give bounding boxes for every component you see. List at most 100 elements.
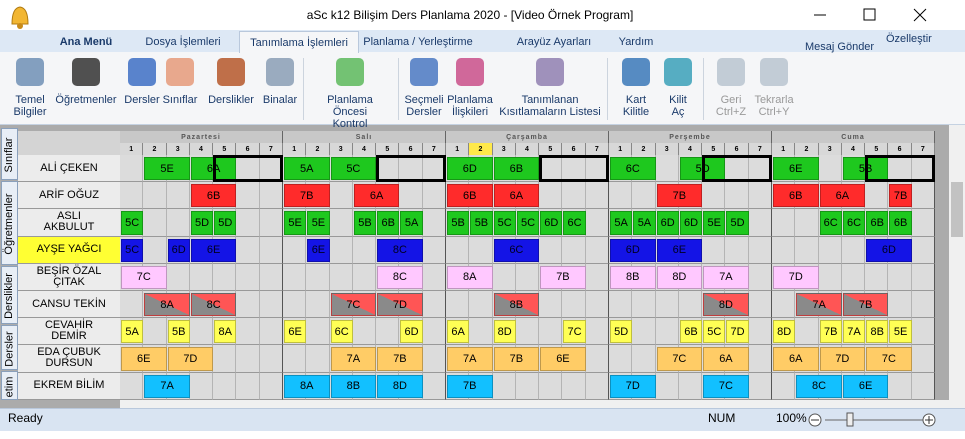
lesson-card[interactable]: 7B — [447, 374, 493, 398]
lesson-card[interactable]: 7C — [563, 320, 586, 344]
ribbon-button[interactable]: Seçmeli Dersler — [393, 56, 455, 122]
lesson-card[interactable]: 6A — [447, 320, 470, 344]
teacher-name[interactable]: EDA ÇUBUK DURSUN — [18, 345, 120, 373]
lesson-card[interactable]: 6E — [307, 238, 330, 262]
side-tab[interactable]: Dersler — [1, 325, 18, 370]
lesson-card[interactable]: 8B — [493, 293, 540, 317]
menu-tab[interactable]: Ana Menü — [59, 36, 113, 48]
lesson-card[interactable]: 8C — [796, 374, 842, 398]
lesson-card[interactable]: 6D — [610, 238, 656, 262]
lesson-card[interactable]: 7B — [377, 347, 423, 371]
lesson-card[interactable]: 6B — [889, 211, 912, 235]
lesson-card[interactable]: 6D — [447, 157, 493, 181]
zoom-slider[interactable] — [805, 409, 940, 431]
ribbon-button[interactable]: Derslikler — [200, 56, 262, 122]
lesson-card[interactable]: 5C — [493, 211, 516, 235]
lesson-card[interactable]: 6D — [656, 211, 679, 235]
lesson-card[interactable]: 6E — [773, 157, 819, 181]
lesson-card[interactable]: 5C — [703, 320, 726, 344]
lesson-card[interactable]: 6E — [121, 347, 167, 371]
lesson-card[interactable]: 5B — [353, 211, 377, 235]
side-tab[interactable]: Derslikler — [1, 266, 18, 324]
ribbon-button[interactable]: Planlama İlişkileri — [439, 56, 501, 122]
lesson-card[interactable]: 7A — [796, 293, 842, 317]
lesson-card[interactable]: 7B — [540, 265, 586, 289]
ribbon-button[interactable]: Dersler — [111, 56, 173, 122]
lesson-card[interactable]: 6C — [330, 320, 353, 344]
teacher-name[interactable]: ALİ ÇEKEN — [18, 155, 120, 183]
lesson-card[interactable]: 6C — [842, 211, 866, 235]
lesson-card[interactable]: 8D — [703, 293, 749, 317]
lesson-card[interactable]: 5D — [726, 211, 749, 235]
lesson-card[interactable]: 6E — [284, 320, 307, 344]
ribbon-button[interactable]: Sınıflar — [149, 56, 211, 122]
lesson-card[interactable]: 5E — [889, 320, 912, 344]
teacher-name[interactable]: CEVAHİR DEMİR — [18, 318, 120, 346]
lesson-card[interactable]: 6B — [493, 157, 540, 181]
lesson-card[interactable]: 7C — [121, 265, 167, 289]
lesson-card[interactable]: 7D — [819, 347, 866, 371]
lesson-card[interactable]: 8A — [447, 265, 493, 289]
menu-tab[interactable]: Arayüz Ayarları — [516, 36, 592, 48]
lesson-card[interactable]: 5E — [144, 157, 190, 181]
lesson-card[interactable]: 6A — [493, 184, 540, 208]
lesson-card[interactable]: 8D — [773, 320, 796, 344]
lesson-card[interactable]: 7D — [773, 265, 819, 289]
lesson-card[interactable]: 7D — [610, 374, 656, 398]
lesson-card[interactable]: 6A — [773, 347, 819, 371]
lesson-card[interactable]: 6A — [353, 184, 400, 208]
vertical-scrollbar[interactable] — [949, 125, 965, 408]
ribbon-button[interactable]: Kart Kilitle — [605, 56, 667, 122]
lesson-card[interactable]: 5D — [610, 320, 633, 344]
horizontal-scrollbar[interactable] — [120, 400, 949, 408]
lesson-card[interactable]: 5A — [284, 157, 330, 181]
lesson-card[interactable]: 5E — [284, 211, 307, 235]
teacher-name[interactable]: EKREM BİLİM — [18, 372, 120, 400]
scroll-thumb[interactable] — [951, 182, 963, 237]
ribbon-button[interactable]: Temel Bilgiler — [0, 56, 61, 122]
customize-button[interactable]: Özelleştir — [886, 33, 932, 45]
lesson-card[interactable]: 7C — [866, 347, 912, 371]
lesson-card[interactable]: 6C — [819, 211, 842, 235]
lesson-card[interactable]: 8B — [866, 320, 889, 344]
teacher-name[interactable]: ASLI AKBULUT — [18, 209, 120, 237]
lesson-card[interactable]: 5C — [121, 238, 144, 262]
lesson-card[interactable]: 7B — [842, 293, 889, 317]
lesson-card[interactable]: 5C — [121, 211, 144, 235]
lesson-card[interactable]: 8B — [330, 374, 377, 398]
lesson-card[interactable]: 7A — [842, 320, 866, 344]
lesson-card[interactable]: 8B — [610, 265, 656, 289]
lesson-card[interactable]: 7A — [144, 374, 190, 398]
lesson-card[interactable]: 7A — [703, 265, 749, 289]
lesson-card[interactable]: 6D — [400, 320, 423, 344]
lesson-card[interactable]: 8D — [493, 320, 516, 344]
menu-tab[interactable]: Planlama / Yerleştirme — [363, 36, 473, 48]
lesson-card[interactable]: 5A — [400, 211, 423, 235]
lesson-card[interactable]: 5A — [633, 211, 656, 235]
lesson-card[interactable]: 7D — [726, 320, 749, 344]
lesson-card[interactable]: 5A — [121, 320, 144, 344]
lesson-card[interactable]: 6D — [167, 238, 190, 262]
teacher-name[interactable]: AYŞE YAĞCI — [18, 236, 120, 264]
lesson-card[interactable]: 7B — [493, 347, 540, 371]
lesson-card[interactable]: 7A — [447, 347, 493, 371]
lesson-card[interactable]: 5D — [214, 211, 237, 235]
lesson-card[interactable]: 6B — [866, 211, 889, 235]
lesson-card[interactable]: 8A — [284, 374, 330, 398]
lesson-card[interactable]: 8C — [377, 238, 423, 262]
lesson-card[interactable]: 8C — [377, 265, 423, 289]
ribbon-button[interactable]: Öğretmenler — [55, 56, 117, 122]
lesson-card[interactable]: 6E — [842, 374, 889, 398]
lesson-card[interactable]: 7A — [330, 347, 377, 371]
lesson-card[interactable]: 5E — [703, 211, 726, 235]
lesson-card[interactable]: 6E — [656, 238, 703, 262]
ribbon-button[interactable]: Tanımlanan Kısıtlamaların Listesi — [492, 56, 608, 122]
menu-tab[interactable]: Tanımlama İşlemleri — [239, 31, 359, 53]
side-tab[interactable]: Öğretmenler — [1, 181, 18, 265]
lesson-card[interactable]: 6D — [679, 211, 703, 235]
lesson-card[interactable]: 6A — [703, 347, 749, 371]
lesson-card[interactable]: 7B — [889, 184, 912, 208]
side-tab[interactable]: etim — [1, 371, 18, 400]
lesson-card[interactable]: 7D — [377, 293, 423, 317]
lesson-card[interactable]: 8C — [190, 293, 237, 317]
